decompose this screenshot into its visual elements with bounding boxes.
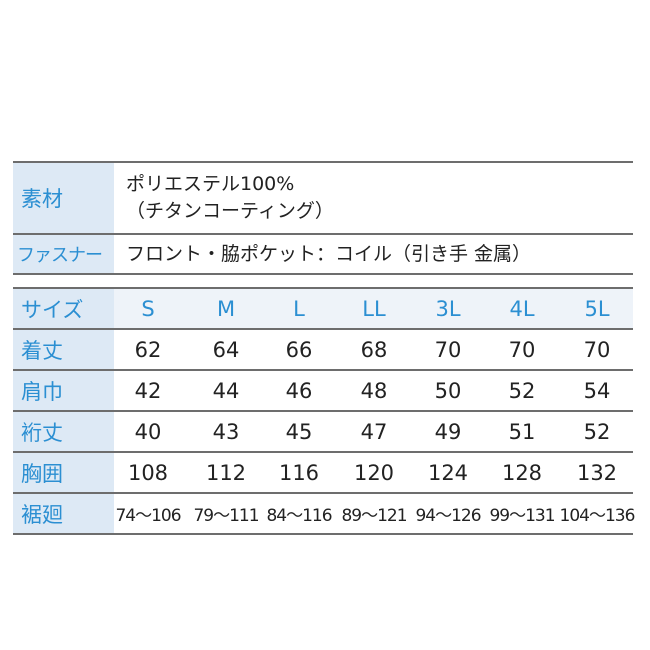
table-cell: 50 [434,378,462,403]
table-row: 肩巾 42 44 46 48 50 52 54 [13,371,633,412]
table-cell: 108 [127,460,169,485]
table-cell: 42 [134,378,162,403]
table-cell: 4L [509,296,535,321]
row-label: サイズ [13,289,114,328]
material-line2: （チタンコーティング） [126,200,334,222]
table-cell: 54 [583,378,611,403]
fastener-label: ファスナー [13,235,114,273]
table-cell: 128 [501,460,543,485]
table-cell: 66 [285,337,313,362]
table-row: 裄丈 40 43 45 47 49 51 52 [13,412,633,453]
table-cell: 46 [285,378,313,403]
table-cell: 79～111 [193,506,259,526]
table-cell: S [141,296,155,321]
table-cell: 104～136 [559,506,636,526]
table-cell: 52 [508,378,536,403]
table-cell: 62 [134,337,162,362]
table-cell: 48 [360,378,388,403]
material-value: ポリエステル100% （チタンコーティング） [114,171,334,225]
table-cell: 64 [212,337,240,362]
table-cell: 94～126 [415,506,481,526]
table-cell: 70 [508,337,536,362]
table-cell: 49 [434,419,462,444]
row-label: 裄丈 [13,412,114,451]
size-table: サイズ S M L LL 3L 4L 5L 着丈 62 64 66 68 70 70 70 肩巾 42 44 46 48… [13,287,636,535]
material-label: 素材 [13,163,114,233]
table-row: 胸囲 108 112 116 120 124 128 132 [13,453,633,494]
row-label: 胸囲 [13,453,114,492]
table-cell: 70 [434,337,462,362]
table-cell: 70 [583,337,611,362]
table-cell: 44 [212,378,240,403]
table-cell: LL [362,296,386,321]
table-cell: 3L [435,296,461,321]
fastener-row: ファスナー フロント・脇ポケット：コイル（引き手 金属） [13,235,633,275]
fastener-value: フロント・脇ポケット：コイル（引き手 金属） [126,242,532,265]
table-row: 裾廻 74～106 79～111 84～116 89～121 94～126 99～131 10… [13,494,636,535]
table-cell: 45 [285,419,313,444]
table-cell: 132 [576,460,618,485]
table-cell: M [216,296,236,321]
table-cell: 99～131 [489,506,555,526]
row-label: 肩巾 [13,371,114,410]
table-cell: 40 [134,419,162,444]
spec-table: 素材 ポリエステル100% （チタンコーティング） ファスナー フロント・脇ポケ… [13,161,633,275]
row-label: 裾廻 [13,494,114,533]
size-header-row: サイズ S M L LL 3L 4L 5L [13,289,633,330]
table-row: 着丈 62 64 66 68 70 70 70 [13,330,633,371]
material-row: 素材 ポリエステル100% （チタンコーティング） [13,163,633,235]
table-cell: 68 [360,337,388,362]
table-cell: 74～106 [115,506,181,526]
table-cell: 89～121 [341,506,407,526]
table-cell: 52 [583,419,611,444]
table-cell: 120 [353,460,395,485]
table-cell: L [293,296,305,321]
table-cell: 47 [360,419,388,444]
material-line1: ポリエステル100% [126,173,295,195]
table-cell: 116 [278,460,320,485]
table-cell: 124 [427,460,469,485]
row-label: 着丈 [13,330,114,369]
table-cell: 5L [584,296,610,321]
table-cell: 112 [205,460,247,485]
table-cell: 84～116 [266,506,332,526]
table-cell: 43 [212,419,240,444]
table-cell: 51 [508,419,536,444]
